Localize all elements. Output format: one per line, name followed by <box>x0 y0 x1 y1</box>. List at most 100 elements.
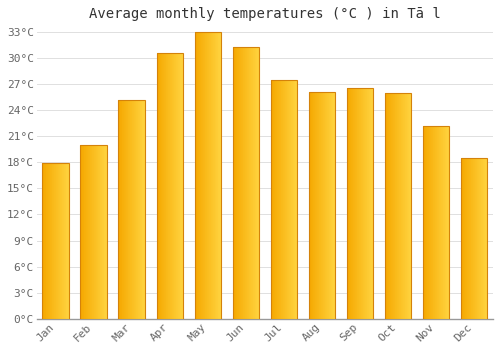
Bar <box>238 47 240 319</box>
Bar <box>56 163 57 319</box>
Bar <box>206 32 208 319</box>
Bar <box>484 158 486 319</box>
Bar <box>233 47 234 319</box>
Bar <box>332 92 334 319</box>
Bar <box>474 158 476 319</box>
Bar <box>205 32 206 319</box>
Bar <box>136 99 137 319</box>
Bar <box>232 47 234 319</box>
Bar <box>424 126 426 319</box>
Bar <box>480 158 482 319</box>
Bar <box>308 92 335 319</box>
Bar <box>80 145 81 319</box>
Bar <box>47 163 48 319</box>
Bar <box>258 47 260 319</box>
Bar <box>171 54 172 319</box>
Bar <box>128 99 129 319</box>
Bar <box>64 163 65 319</box>
Bar <box>62 163 63 319</box>
Bar <box>422 126 424 319</box>
Bar <box>176 54 177 319</box>
Bar <box>279 79 280 319</box>
Bar <box>60 163 61 319</box>
Bar <box>239 47 240 319</box>
Bar <box>220 32 221 319</box>
Bar <box>103 145 104 319</box>
Bar <box>446 126 448 319</box>
Bar <box>436 126 437 319</box>
Bar <box>51 163 52 319</box>
Bar <box>119 99 120 319</box>
Bar <box>308 92 310 319</box>
Bar <box>322 92 324 319</box>
Bar <box>58 163 59 319</box>
Bar <box>240 47 242 319</box>
Bar <box>45 163 46 319</box>
Bar <box>168 54 169 319</box>
Bar <box>118 99 145 319</box>
Bar <box>105 145 106 319</box>
Bar <box>84 145 85 319</box>
Bar <box>42 163 43 319</box>
Bar <box>181 54 182 319</box>
Bar <box>196 32 198 319</box>
Bar <box>207 32 208 319</box>
Bar <box>470 158 471 319</box>
Bar <box>290 79 292 319</box>
Bar <box>470 158 472 319</box>
Bar <box>211 32 212 319</box>
Bar <box>252 47 254 319</box>
Bar <box>354 88 356 319</box>
Bar <box>246 47 248 319</box>
Bar <box>356 88 358 319</box>
Bar <box>130 99 131 319</box>
Bar <box>282 79 284 319</box>
Bar <box>396 93 398 319</box>
Bar <box>173 54 174 319</box>
Bar <box>410 93 412 319</box>
Bar <box>392 93 394 319</box>
Bar <box>122 99 123 319</box>
Bar <box>127 99 128 319</box>
Bar <box>328 92 330 319</box>
Bar <box>217 32 218 319</box>
Bar <box>175 54 176 319</box>
Bar <box>368 88 370 319</box>
Bar <box>125 99 126 319</box>
Bar <box>214 32 215 319</box>
Bar <box>460 158 462 319</box>
Bar <box>241 47 242 319</box>
Bar <box>232 47 259 319</box>
Bar <box>97 145 98 319</box>
Bar <box>292 79 294 319</box>
Bar <box>53 163 54 319</box>
Bar <box>106 145 107 319</box>
Bar <box>486 158 487 319</box>
Bar <box>46 163 47 319</box>
Bar <box>202 32 203 319</box>
Bar <box>94 145 95 319</box>
Bar <box>274 79 276 319</box>
Bar <box>57 163 58 319</box>
Bar <box>162 54 163 319</box>
Bar <box>254 47 256 319</box>
Bar <box>324 92 326 319</box>
Bar <box>474 158 475 319</box>
Bar <box>276 79 278 319</box>
Bar <box>156 54 183 319</box>
Bar <box>165 54 166 319</box>
Bar <box>63 163 64 319</box>
Bar <box>476 158 477 319</box>
Bar <box>326 92 328 319</box>
Bar <box>386 93 388 319</box>
Bar <box>478 158 480 319</box>
Bar <box>81 145 82 319</box>
Bar <box>157 54 158 319</box>
Bar <box>464 158 465 319</box>
Bar <box>142 99 143 319</box>
Bar <box>281 79 282 319</box>
Bar <box>316 92 318 319</box>
Bar <box>140 99 141 319</box>
Bar <box>89 145 90 319</box>
Bar <box>144 99 145 319</box>
